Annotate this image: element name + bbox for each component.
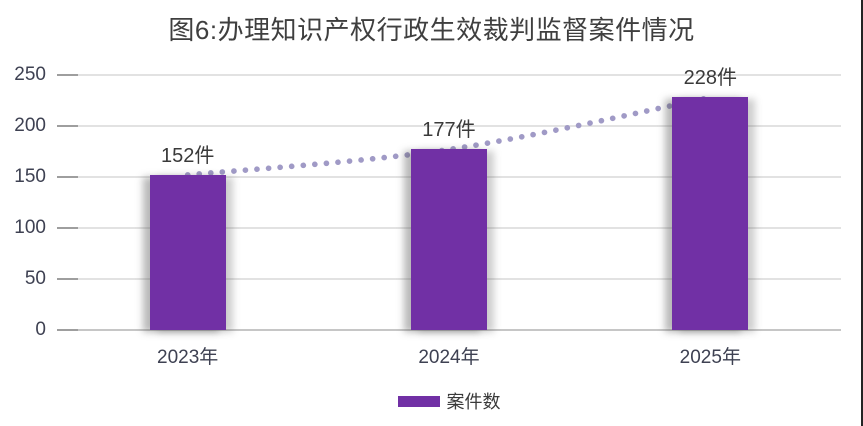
right-border [861, 0, 863, 426]
x-axis-label-2024: 2024年 [418, 347, 480, 368]
y-tick-mark [57, 227, 78, 229]
gridline-0-axis-line [57, 329, 841, 331]
y-axis-tick-label: 150 [14, 166, 46, 187]
gridline-250 [57, 74, 841, 76]
bar-2023 [149, 174, 226, 330]
y-tick-mark [57, 74, 78, 76]
y-axis-tick-label: 200 [14, 115, 46, 136]
legend-swatch [397, 395, 440, 407]
y-axis-tick-label: 250 [14, 64, 46, 85]
chart-title: 图6:办理知识产权行政生效裁判监督案件情况 [168, 15, 695, 45]
y-tick-mark [57, 278, 78, 280]
legend: 案件数 [57, 388, 841, 414]
bar-2024 [410, 149, 487, 330]
x-axis: 2023年 2024年 2025年 [57, 342, 841, 369]
y-tick-mark [57, 176, 78, 178]
trend-dotted-line [184, 94, 714, 178]
y-axis-tick-label: 100 [14, 217, 46, 238]
y-axis-tick-label: 50 [24, 268, 46, 289]
y-tick-mark [57, 125, 78, 127]
bar-2025 [672, 97, 749, 330]
category-cell-2025: 228件 [580, 67, 841, 330]
category-cell-2024: 177件 [318, 75, 579, 330]
gridline-200 [57, 125, 841, 127]
plot-area: 152件 177件 228件 [57, 67, 841, 331]
data-label-2024: 177件 [422, 119, 476, 142]
data-label-2025: 228件 [683, 67, 737, 90]
data-label-2023: 152件 [160, 144, 215, 167]
legend-label: 案件数 [446, 392, 501, 412]
x-axis-label-2025: 2025年 [679, 347, 741, 368]
y-axis-tick-label: 0 [35, 319, 46, 340]
y-axis: 250 200 150 100 50 0 [0, 0, 48, 426]
x-axis-label-2023: 2023年 [157, 347, 219, 368]
bar-series: 152件 177件 228件 [57, 67, 841, 330]
category-cell-2023: 152件 [57, 75, 318, 330]
y-tick-mark [57, 329, 78, 331]
